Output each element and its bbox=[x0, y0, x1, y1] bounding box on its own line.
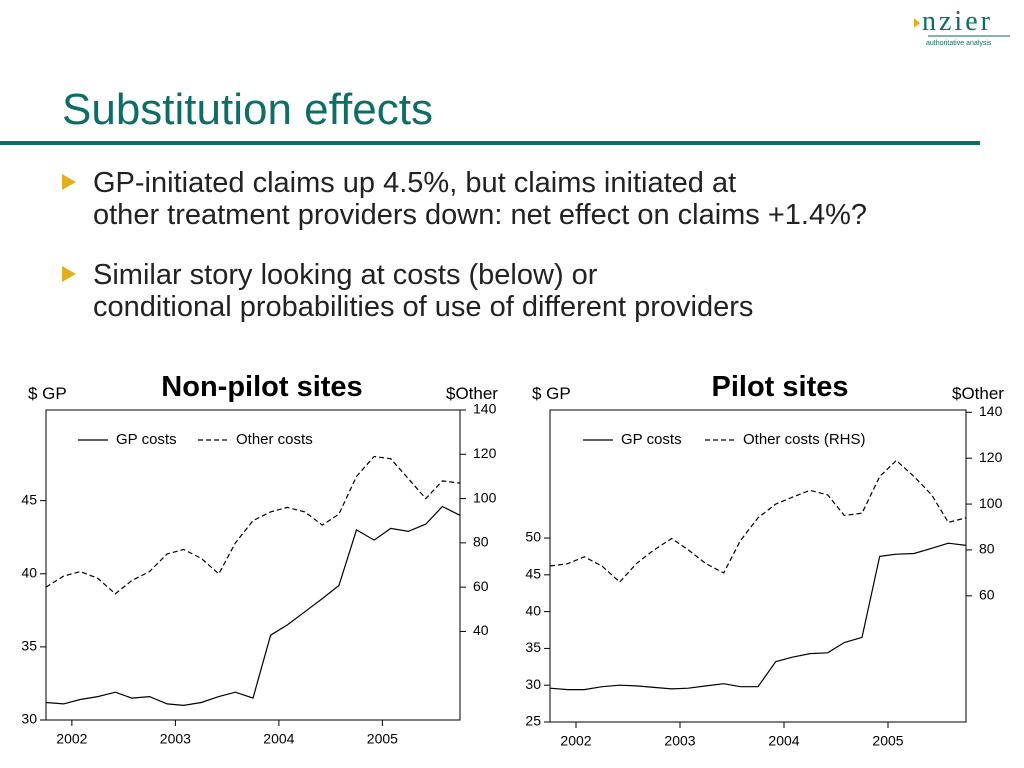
x-tick-label: 2003 bbox=[664, 733, 695, 749]
chart-title: Pilot sites bbox=[712, 371, 849, 403]
y2-tick-label: 80 bbox=[979, 541, 995, 557]
x-tick-label: 2002 bbox=[56, 731, 87, 747]
y-tick-label: 25 bbox=[525, 713, 541, 729]
y2-tick-label: 100 bbox=[979, 495, 1003, 511]
logo-tagline: authoritative analysis bbox=[926, 40, 992, 47]
y-axis-label: $ GP bbox=[532, 384, 571, 403]
y-axis-label: $ GP bbox=[28, 384, 67, 403]
y2-tick-label: 40 bbox=[473, 622, 489, 638]
legend-label: Other costs (RHS) bbox=[743, 431, 866, 448]
y-tick-label: 45 bbox=[21, 491, 37, 507]
x-tick-label: 2003 bbox=[160, 731, 191, 747]
plot-frame bbox=[45, 409, 461, 721]
y2-axis-label: $Other bbox=[446, 384, 498, 403]
bullet-line: GP-initiated claims up 4.5%, but claims … bbox=[93, 167, 736, 199]
legend-label: Other costs bbox=[236, 431, 313, 448]
y-tick-label: 30 bbox=[21, 711, 37, 727]
chart-title: Non-pilot sites bbox=[161, 371, 362, 403]
bullet-line: Similar story looking at costs (below) o… bbox=[93, 259, 598, 291]
logo-mark bbox=[914, 18, 920, 28]
plot-frame bbox=[549, 409, 967, 723]
bullet-marker bbox=[62, 266, 76, 282]
bullet-marker bbox=[62, 174, 76, 190]
series-line bbox=[45, 455, 461, 595]
y2-tick-label: 120 bbox=[979, 449, 1003, 465]
y-tick-label: 45 bbox=[525, 566, 541, 582]
x-tick-label: 2002 bbox=[560, 733, 591, 749]
y2-tick-label: 120 bbox=[473, 445, 497, 461]
slide-title: Substitution effects bbox=[62, 85, 433, 134]
y-tick-label: 40 bbox=[525, 602, 541, 618]
series-line bbox=[549, 542, 967, 691]
x-tick-label: 2005 bbox=[872, 733, 903, 749]
y2-tick-label: 140 bbox=[473, 401, 497, 417]
y-tick-label: 50 bbox=[525, 529, 541, 545]
legend-label: GP costs bbox=[116, 431, 177, 448]
y2-axis-label: $Other bbox=[952, 384, 1004, 403]
y-tick-label: 40 bbox=[21, 564, 37, 580]
series-line bbox=[45, 505, 461, 707]
legend-label: GP costs bbox=[621, 431, 682, 448]
y-tick-label: 35 bbox=[525, 639, 541, 655]
x-tick-label: 2005 bbox=[367, 731, 398, 747]
y2-tick-label: 80 bbox=[473, 534, 489, 550]
y2-tick-label: 100 bbox=[473, 489, 497, 505]
x-tick-label: 2004 bbox=[263, 731, 294, 747]
x-tick-label: 2004 bbox=[768, 733, 799, 749]
bullet-text: Similar story looking at costs (below) o… bbox=[93, 259, 753, 323]
series-line bbox=[549, 459, 967, 583]
y-tick-label: 35 bbox=[21, 638, 37, 654]
bullet-text: GP-initiated claims up 4.5%, but claims … bbox=[93, 167, 867, 231]
y-tick-label: 30 bbox=[525, 676, 541, 692]
bullet-line: conditional probabilities of use of diff… bbox=[93, 291, 753, 323]
bullet-line: other treatment providers down: net effe… bbox=[93, 199, 867, 231]
y2-tick-label: 140 bbox=[979, 403, 1003, 419]
y2-tick-label: 60 bbox=[979, 587, 995, 603]
y2-tick-label: 60 bbox=[473, 578, 489, 594]
logo: nzier bbox=[922, 6, 993, 37]
